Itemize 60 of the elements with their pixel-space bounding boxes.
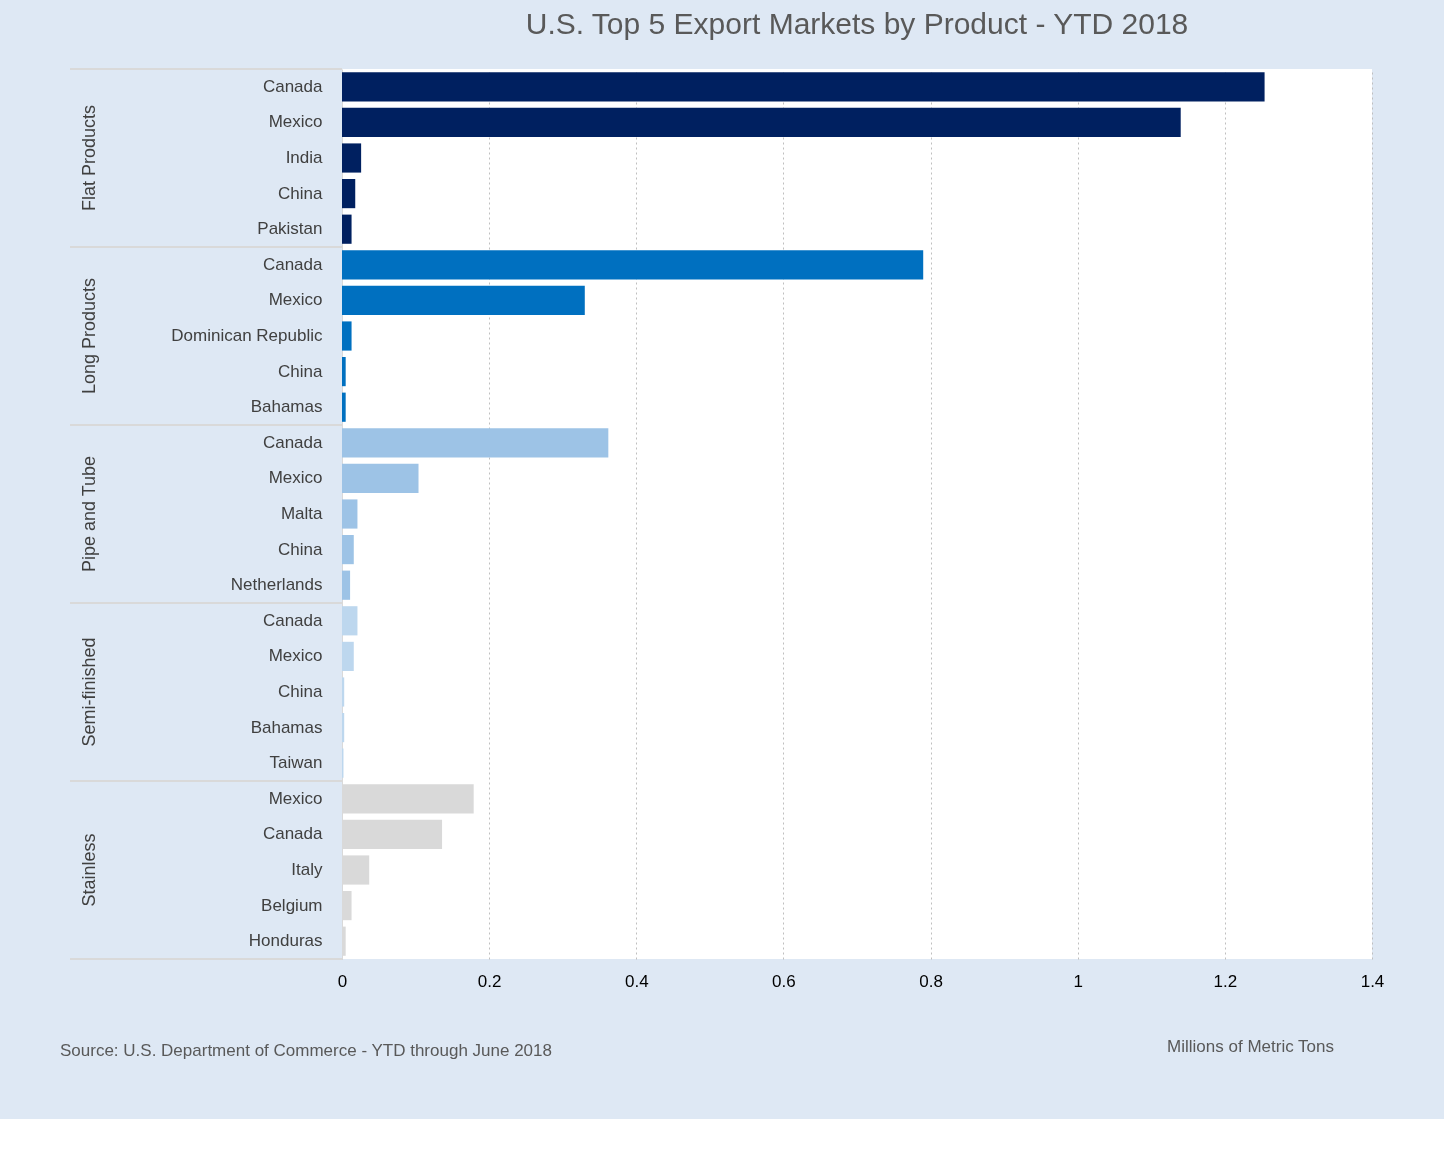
y-tick-label: India [285, 148, 324, 167]
chart-title: U.S. Top 5 Export Markets by Product - YTD 2018 [525, 7, 1189, 40]
x-tick-label: 1 [1073, 971, 1083, 991]
bar [342, 321, 352, 351]
bar [342, 107, 1181, 137]
y-tick-label: Canada [262, 432, 324, 452]
text: Semi-finished [79, 637, 99, 747]
y-tick-label: Mexico [268, 646, 323, 666]
y-tick-label: Bahamas [250, 397, 323, 417]
y-tick-label: Mexico [268, 788, 323, 808]
source-note: Source: U.S. Department of Commerce - YTD through June 2018 [60, 1041, 552, 1060]
y-tick-label: Italy [291, 860, 323, 879]
y-tick-label: Canada [262, 254, 324, 274]
x-tick-label: 0.6 [772, 971, 796, 991]
bar [342, 535, 354, 565]
y-tick-label: Belgium [261, 895, 323, 915]
text: Long Products [79, 277, 99, 395]
x-tick-label: 0.2 [477, 971, 502, 991]
x-tick-label: 0 [337, 971, 348, 991]
y-tick-label: Mexico [268, 112, 323, 132]
bar [342, 677, 345, 707]
bar [342, 641, 354, 671]
y-tick-label: Bahamas [250, 717, 323, 737]
bar [342, 463, 419, 493]
bar [342, 428, 609, 458]
y-tick-label: Mexico [268, 468, 323, 488]
bar [342, 214, 352, 244]
bar [342, 179, 356, 209]
y-tick-label: China [278, 539, 324, 559]
y-tick-label: China [278, 361, 324, 381]
y-tick-label: China [278, 682, 324, 701]
y-tick-label: Canada [262, 610, 324, 630]
y-tick-label: Dominican Republic [171, 326, 323, 345]
bar [342, 357, 346, 387]
y-tick-label: Pakistan [257, 219, 323, 239]
y-tick-label: Mexico [268, 290, 323, 310]
text: Pipe and Tube [79, 455, 99, 573]
bar [342, 570, 351, 600]
y-tick-label: Canada [262, 824, 324, 844]
bar [342, 392, 346, 422]
y-tick-label: Malta [280, 504, 324, 523]
bar [342, 606, 358, 636]
bar [342, 713, 345, 743]
y-tick-label: Canada [262, 76, 324, 96]
x-tick-label: 0.8 [919, 971, 943, 991]
x-tick-label: 1.2 [1213, 971, 1238, 991]
bar [342, 72, 1265, 102]
bar [342, 143, 362, 173]
bar [342, 285, 585, 315]
text: Flat Products [79, 104, 99, 212]
bar [342, 250, 924, 280]
bar [342, 499, 358, 529]
x-tick-label: 1.4 [1360, 971, 1385, 991]
y-tick-label: Taiwan [269, 753, 323, 773]
text: Stainless [79, 833, 99, 907]
y-tick-label: China [278, 183, 324, 203]
x-tick-label: 0.4 [624, 971, 649, 991]
x-axis-title: Millions of Metric Tons [1167, 1037, 1334, 1056]
y-tick-label: Netherlands [230, 575, 323, 595]
y-tick-label: Honduras [248, 931, 323, 951]
